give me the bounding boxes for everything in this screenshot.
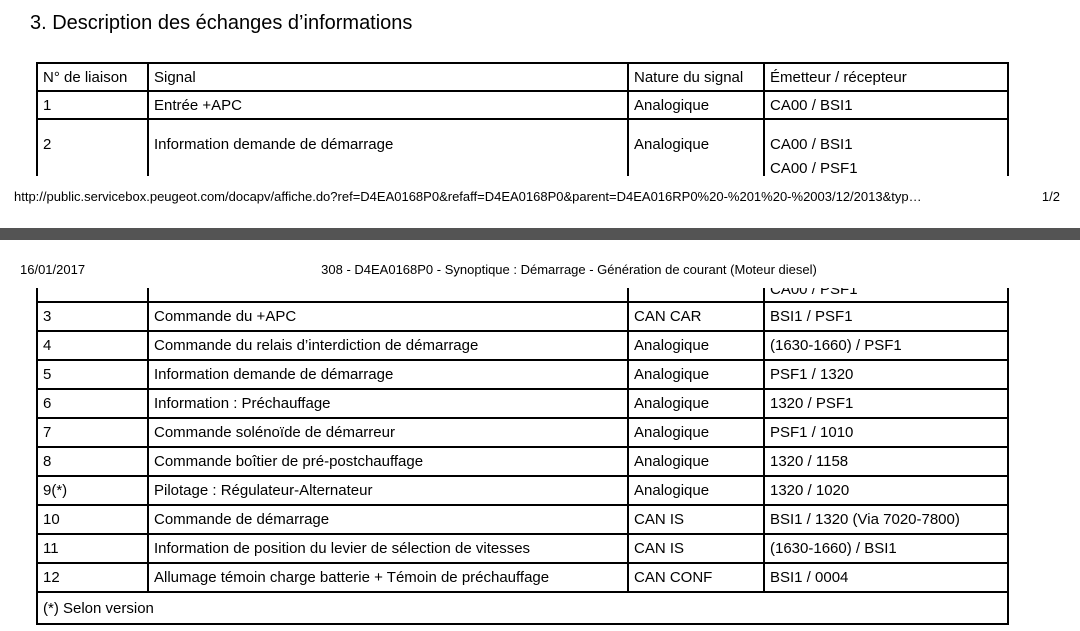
cell-signal: Commande boîtier de pré-postchauffage (147, 446, 629, 477)
cell-nature: Analogique (627, 359, 765, 390)
page-break-divider (0, 228, 1080, 240)
section-heading: 3. Description des échanges d’informatio… (30, 12, 413, 34)
cell-emetteur: CA00 / BSI1 CA00 / PSF1 (763, 118, 1009, 176)
cell-nature: Analogique (627, 475, 765, 506)
cell-signal: Allumage témoin charge batterie + Témoin… (147, 562, 629, 593)
cell-num: 12 (36, 562, 149, 593)
table-row: 7 Commande solénoïde de démarreur Analog… (36, 417, 1009, 448)
cell-nature: Analogique (627, 417, 765, 448)
page2-title: 308 - D4EA0168P0 - Synoptique : Démarrag… (321, 262, 817, 277)
emetteur-line-1: CA00 / BSI1 (770, 136, 853, 153)
cell-emetteur: 1320 / PSF1 (763, 388, 1009, 419)
cell-emetteur: 1320 / 1020 (763, 475, 1009, 506)
table-row: 9(*) Pilotage : Régulateur-Alternateur A… (36, 475, 1009, 506)
cell-num: 1 (36, 90, 149, 120)
carryover-row: CA00 / PSF1 (36, 288, 1009, 303)
cell-nature: CAN CONF (627, 562, 765, 593)
cell-signal: Commande de démarrage (147, 504, 629, 535)
cell-num: 7 (36, 417, 149, 448)
carryover-clip: CA00 / PSF1 (770, 288, 1002, 300)
cell-num: 10 (36, 504, 149, 535)
header-cell-nature: Nature du signal (627, 62, 765, 92)
table-row: 6 Information : Préchauffage Analogique … (36, 388, 1009, 419)
cell-num: 9(*) (36, 475, 149, 506)
cell-emetteur: BSI1 / 1320 (Via 7020-7800) (763, 504, 1009, 535)
cell-num: 4 (36, 330, 149, 361)
table-row: 8 Commande boîtier de pré-postchauffage … (36, 446, 1009, 477)
cell-emetteur: 1320 / 1158 (763, 446, 1009, 477)
signals-table-page1: N° de liaison Signal Nature du signal Ém… (36, 62, 1009, 176)
table-row: 1 Entrée +APC Analogique CA00 / BSI1 (36, 90, 1009, 120)
header-cell-liaison: N° de liaison (36, 62, 149, 92)
cell-emetteur: BSI1 / PSF1 (763, 301, 1009, 332)
page2-date: 16/01/2017 (20, 262, 86, 277)
cell-signal: Information demande de démarrage (147, 359, 629, 390)
cell-emetteur: (1630-1660) / BSI1 (763, 533, 1009, 564)
page-indicator: 1/2 (1041, 189, 1060, 204)
cell-emetteur: PSF1 / 1320 (763, 359, 1009, 390)
document-url: http://public.servicebox.peugeot.com/doc… (14, 189, 922, 204)
signals-table-page2-wrap: CA00 / PSF1 3 Commande du +APC CAN CAR B… (36, 288, 1009, 625)
table-row: 4 Commande du relais d’interdiction de d… (36, 330, 1009, 361)
empty-cell (36, 288, 149, 303)
table-row: 11 Information de position du levier de … (36, 533, 1009, 564)
cell-num: 6 (36, 388, 149, 419)
table-row: 5 Information demande de démarrage Analo… (36, 359, 1009, 390)
cell-nature: Analogique (627, 118, 765, 176)
cell-signal: Information : Préchauffage (147, 388, 629, 419)
cell-signal: Information de position du levier de sél… (147, 533, 629, 564)
cell-nature: CAN CAR (627, 301, 765, 332)
cell-emetteur: BSI1 / 0004 (763, 562, 1009, 593)
cell-nature: Analogique (627, 388, 765, 419)
cell-emetteur: CA00 / BSI1 (763, 90, 1009, 120)
cell-nature: CAN IS (627, 504, 765, 535)
empty-cell (627, 288, 765, 303)
cell-signal: Commande du relais d’interdiction de dém… (147, 330, 629, 361)
emetteur-line-2: CA00 / PSF1 (770, 160, 858, 176)
signals-table-page1-clip: N° de liaison Signal Nature du signal Ém… (36, 62, 1011, 176)
cell-nature: Analogique (627, 330, 765, 361)
header-cell-signal: Signal (147, 62, 629, 92)
table-header-row: N° de liaison Signal Nature du signal Ém… (36, 62, 1009, 92)
signals-table-page2: CA00 / PSF1 3 Commande du +APC CAN CAR B… (36, 288, 1009, 625)
cell-signal: Commande solénoïde de démarreur (147, 417, 629, 448)
page1-footer: http://public.servicebox.peugeot.com/doc… (14, 189, 1060, 204)
header-cell-emetteur: Émetteur / récepteur (763, 62, 1009, 92)
table-row: 12 Allumage témoin charge batterie + Tém… (36, 562, 1009, 593)
footnote-row: (*) Selon version (36, 591, 1009, 625)
table-row: 2 Information demande de démarrage Analo… (36, 118, 1009, 176)
cell-num: 3 (36, 301, 149, 332)
carryover-text: CA00 / PSF1 (770, 288, 858, 298)
cell-emetteur: PSF1 / 1010 (763, 417, 1009, 448)
table-row: 10 Commande de démarrage CAN IS BSI1 / 1… (36, 504, 1009, 535)
cell-emetteur: CA00 / PSF1 (763, 288, 1009, 303)
cell-emetteur: (1630-1660) / PSF1 (763, 330, 1009, 361)
cell-nature: Analogique (627, 90, 765, 120)
cell-nature: Analogique (627, 446, 765, 477)
cell-num: 5 (36, 359, 149, 390)
footnote: (*) Selon version (36, 591, 1009, 625)
cell-num: 8 (36, 446, 149, 477)
cell-num: 11 (36, 533, 149, 564)
cell-nature: CAN IS (627, 533, 765, 564)
cell-signal: Information demande de démarrage (147, 118, 629, 176)
cell-signal: Entrée +APC (147, 90, 629, 120)
empty-cell (147, 288, 629, 303)
cell-num: 2 (36, 118, 149, 176)
cell-signal: Commande du +APC (147, 301, 629, 332)
cell-signal: Pilotage : Régulateur-Alternateur (147, 475, 629, 506)
table-row: 3 Commande du +APC CAN CAR BSI1 / PSF1 (36, 301, 1009, 332)
